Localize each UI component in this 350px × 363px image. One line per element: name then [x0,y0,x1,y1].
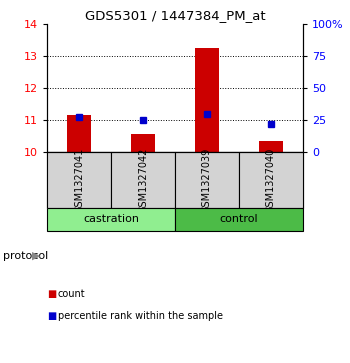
Text: ■: ■ [47,311,56,321]
Text: GSM1327040: GSM1327040 [266,148,276,213]
Text: GSM1327039: GSM1327039 [202,148,212,213]
Bar [67,115,91,152]
Bar [131,134,155,152]
Text: GSM1327042: GSM1327042 [138,148,148,213]
Text: castration: castration [83,215,139,224]
FancyBboxPatch shape [239,152,303,208]
Text: ▶: ▶ [32,251,40,261]
FancyBboxPatch shape [47,152,111,208]
FancyBboxPatch shape [47,208,175,231]
FancyBboxPatch shape [175,152,239,208]
Text: ■: ■ [47,289,56,299]
Text: control: control [219,215,258,224]
Title: GDS5301 / 1447384_PM_at: GDS5301 / 1447384_PM_at [85,9,265,23]
Bar [259,141,283,152]
FancyBboxPatch shape [111,152,175,208]
Bar [195,48,219,152]
Text: count: count [58,289,85,299]
FancyBboxPatch shape [175,208,303,231]
FancyBboxPatch shape [47,152,303,208]
Text: percentile rank within the sample: percentile rank within the sample [58,311,223,321]
Text: GSM1327041: GSM1327041 [74,148,84,213]
Text: protocol: protocol [4,251,49,261]
